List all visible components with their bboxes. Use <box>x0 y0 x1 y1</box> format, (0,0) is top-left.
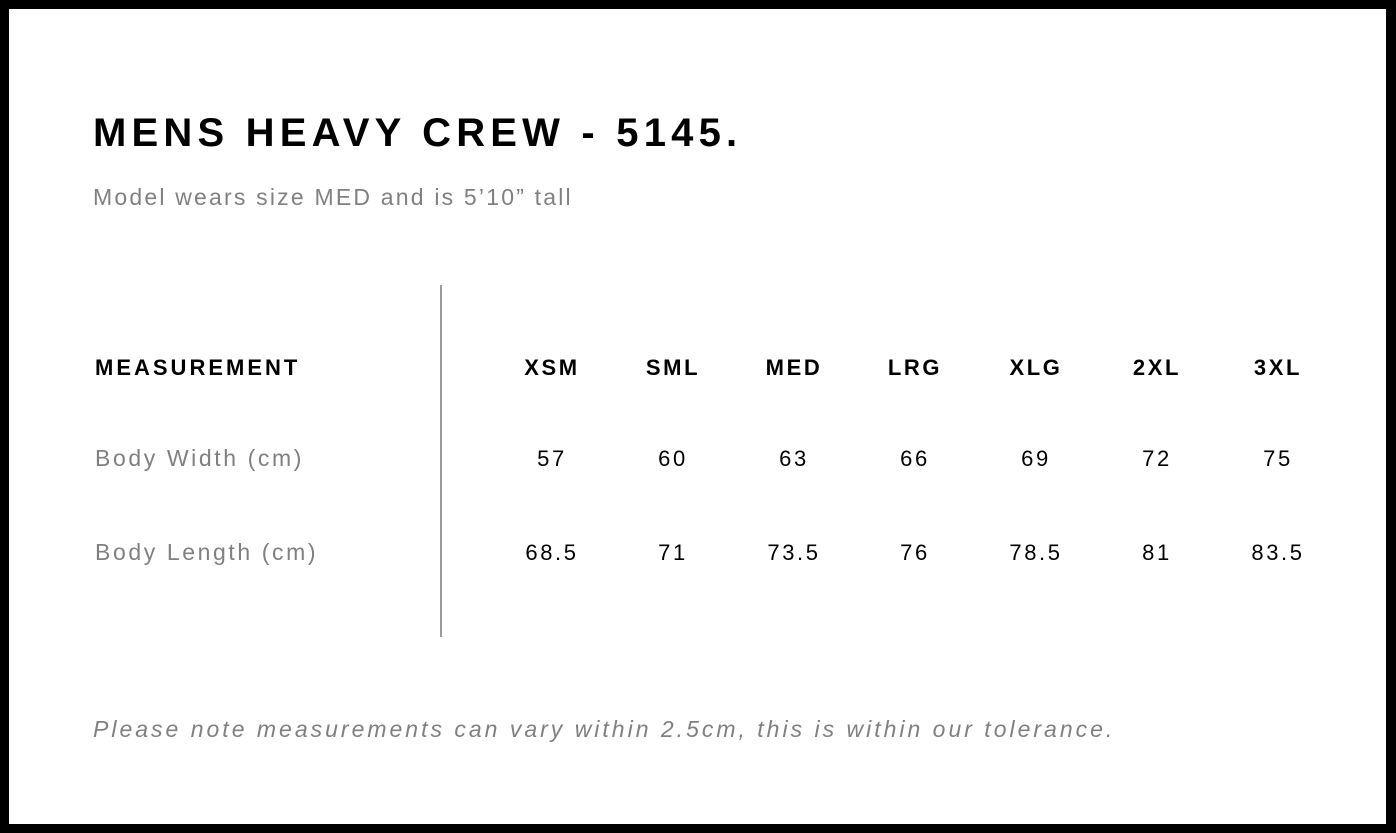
column-divider <box>440 285 442 637</box>
table-cell: 75 <box>1263 446 1293 471</box>
table-cell: 78.5 <box>1009 540 1063 565</box>
size-header-2xl: 2XL <box>1132 355 1182 380</box>
table-cell: 83.5 <box>1251 540 1305 565</box>
size-header-3xl: 3XL <box>1253 355 1303 380</box>
row-label-body-length: Body Length (cm) <box>95 539 319 565</box>
table-cell: 57 <box>537 446 567 471</box>
size-header-xsm: XSM <box>524 355 580 380</box>
size-header-sml: SML <box>645 355 701 380</box>
page-title: MENS HEAVY CREW - 5145. <box>93 111 743 155</box>
header-measurement: MEASUREMENT <box>95 355 301 380</box>
size-header-xlg: XLG <box>1009 355 1063 380</box>
size-header-med: MED <box>765 355 823 380</box>
table-cell: 81 <box>1142 540 1172 565</box>
table-cell: 72 <box>1142 446 1172 471</box>
tolerance-note: Please note measurements can vary within… <box>93 716 1116 742</box>
table-cell: 71 <box>658 540 688 565</box>
table-cell: 63 <box>779 446 809 471</box>
table-cell: 66 <box>900 446 930 471</box>
table-cell: 69 <box>1021 446 1051 471</box>
table-cell: 68.5 <box>525 540 579 565</box>
table-cell: 60 <box>658 446 688 471</box>
size-chart: MENS HEAVY CREW - 5145. Model wears size… <box>9 9 1386 824</box>
size-header-lrg: LRG <box>887 355 943 380</box>
row-label-body-width: Body Width (cm) <box>95 445 304 471</box>
model-info: Model wears size MED and is 5’10” tall <box>93 184 573 210</box>
table-cell: 73.5 <box>767 540 821 565</box>
table-cell: 76 <box>900 540 930 565</box>
